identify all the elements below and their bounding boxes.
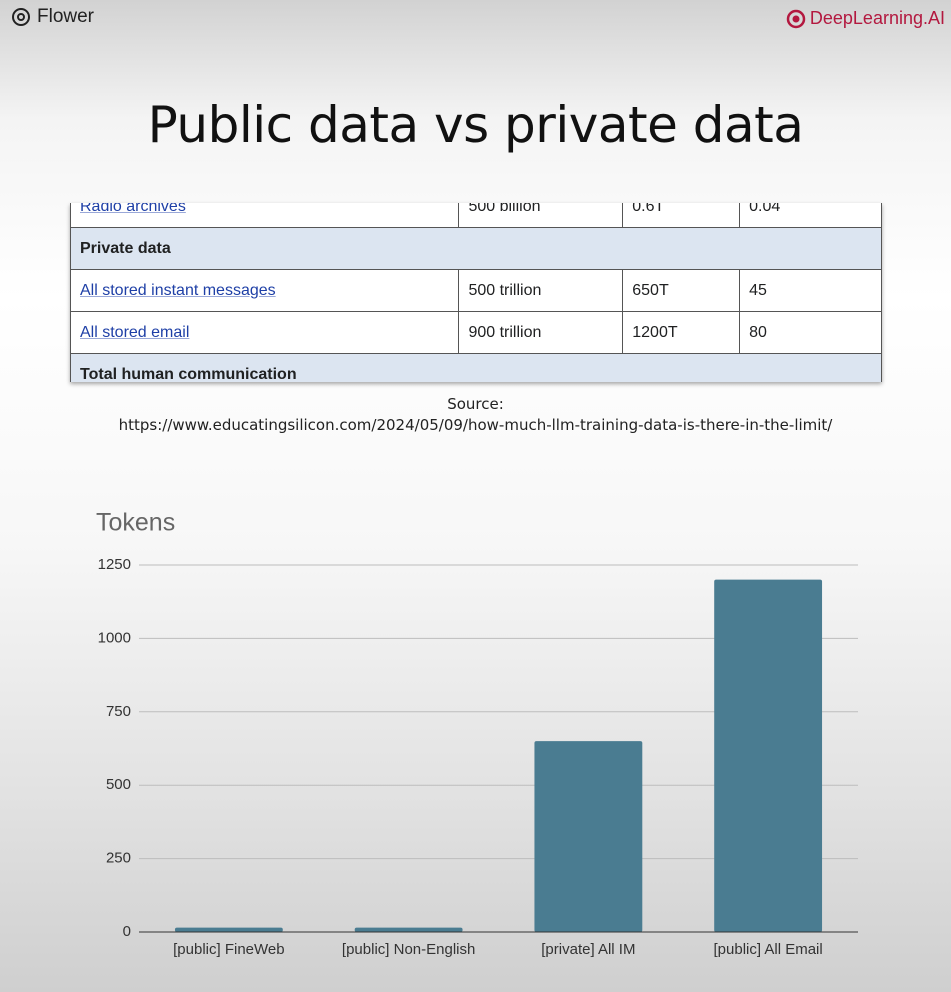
y-tick-label: 1250 bbox=[98, 556, 131, 573]
y-tick-label: 500 bbox=[106, 776, 131, 793]
table-cell: 650T bbox=[622, 269, 741, 312]
table-excerpt: Radio archives 500 billion 0.6T 0.04 Private… bbox=[70, 203, 882, 382]
deeplearning-icon bbox=[786, 9, 806, 28]
bar bbox=[534, 741, 643, 932]
bar bbox=[174, 927, 283, 932]
table-row: Radio archives 500 billion 0.6T 0.04 bbox=[70, 203, 882, 228]
x-tick-label: [public] Non-English bbox=[342, 941, 475, 958]
table-cell: 0.04 bbox=[739, 203, 882, 228]
table-cell: 0.6T bbox=[622, 203, 741, 228]
y-tick-label: 250 bbox=[106, 850, 131, 867]
x-tick-label: [public] All Email bbox=[714, 941, 823, 958]
bar bbox=[354, 927, 463, 932]
source-url: https://www.educatingsilicon.com/2024/05… bbox=[118, 416, 833, 434]
flower-label: Flower bbox=[37, 6, 95, 27]
table-cell: 1200T bbox=[622, 311, 741, 354]
y-tick-label: 0 bbox=[123, 923, 131, 940]
table-row: Total human communication bbox=[70, 353, 882, 382]
y-tick-label: 1000 bbox=[98, 629, 131, 646]
table-cell: 500 trillion bbox=[458, 269, 624, 312]
source: Source: https://www.educatingsilicon.com… bbox=[0, 394, 951, 436]
deeplearning-label: DeepLearning.AI bbox=[809, 8, 945, 28]
slide-title: Public data vs private data bbox=[147, 96, 804, 154]
row-link[interactable]: All stored instant messages bbox=[80, 281, 276, 299]
x-tick-label: [public] FineWeb bbox=[173, 941, 284, 958]
chart-title: Tokens bbox=[96, 509, 175, 537]
x-tick-label: [private] All IM bbox=[541, 941, 635, 958]
flower-icon bbox=[12, 8, 30, 26]
table-row: Private data bbox=[70, 227, 882, 270]
table-cell: All stored email bbox=[70, 311, 460, 354]
section-cell: Private data bbox=[70, 227, 882, 270]
row-link[interactable]: Radio archives bbox=[80, 203, 186, 215]
deeplearning-logo: DeepLearning.AI bbox=[786, 8, 945, 29]
row-link[interactable]: All stored email bbox=[80, 323, 190, 341]
table-cell: 900 trillion bbox=[458, 311, 624, 354]
data-table: Radio archives 500 billion 0.6T 0.04 Private… bbox=[70, 203, 882, 382]
y-tick-label: 750 bbox=[106, 703, 131, 720]
flower-logo: Flower bbox=[10, 6, 94, 28]
table-cell: All stored instant messages bbox=[70, 269, 460, 312]
section-cell: Total human communication bbox=[70, 353, 882, 382]
table-cell: 500 billion bbox=[458, 203, 624, 228]
source-label: Source: bbox=[447, 395, 504, 413]
bar bbox=[714, 579, 823, 932]
